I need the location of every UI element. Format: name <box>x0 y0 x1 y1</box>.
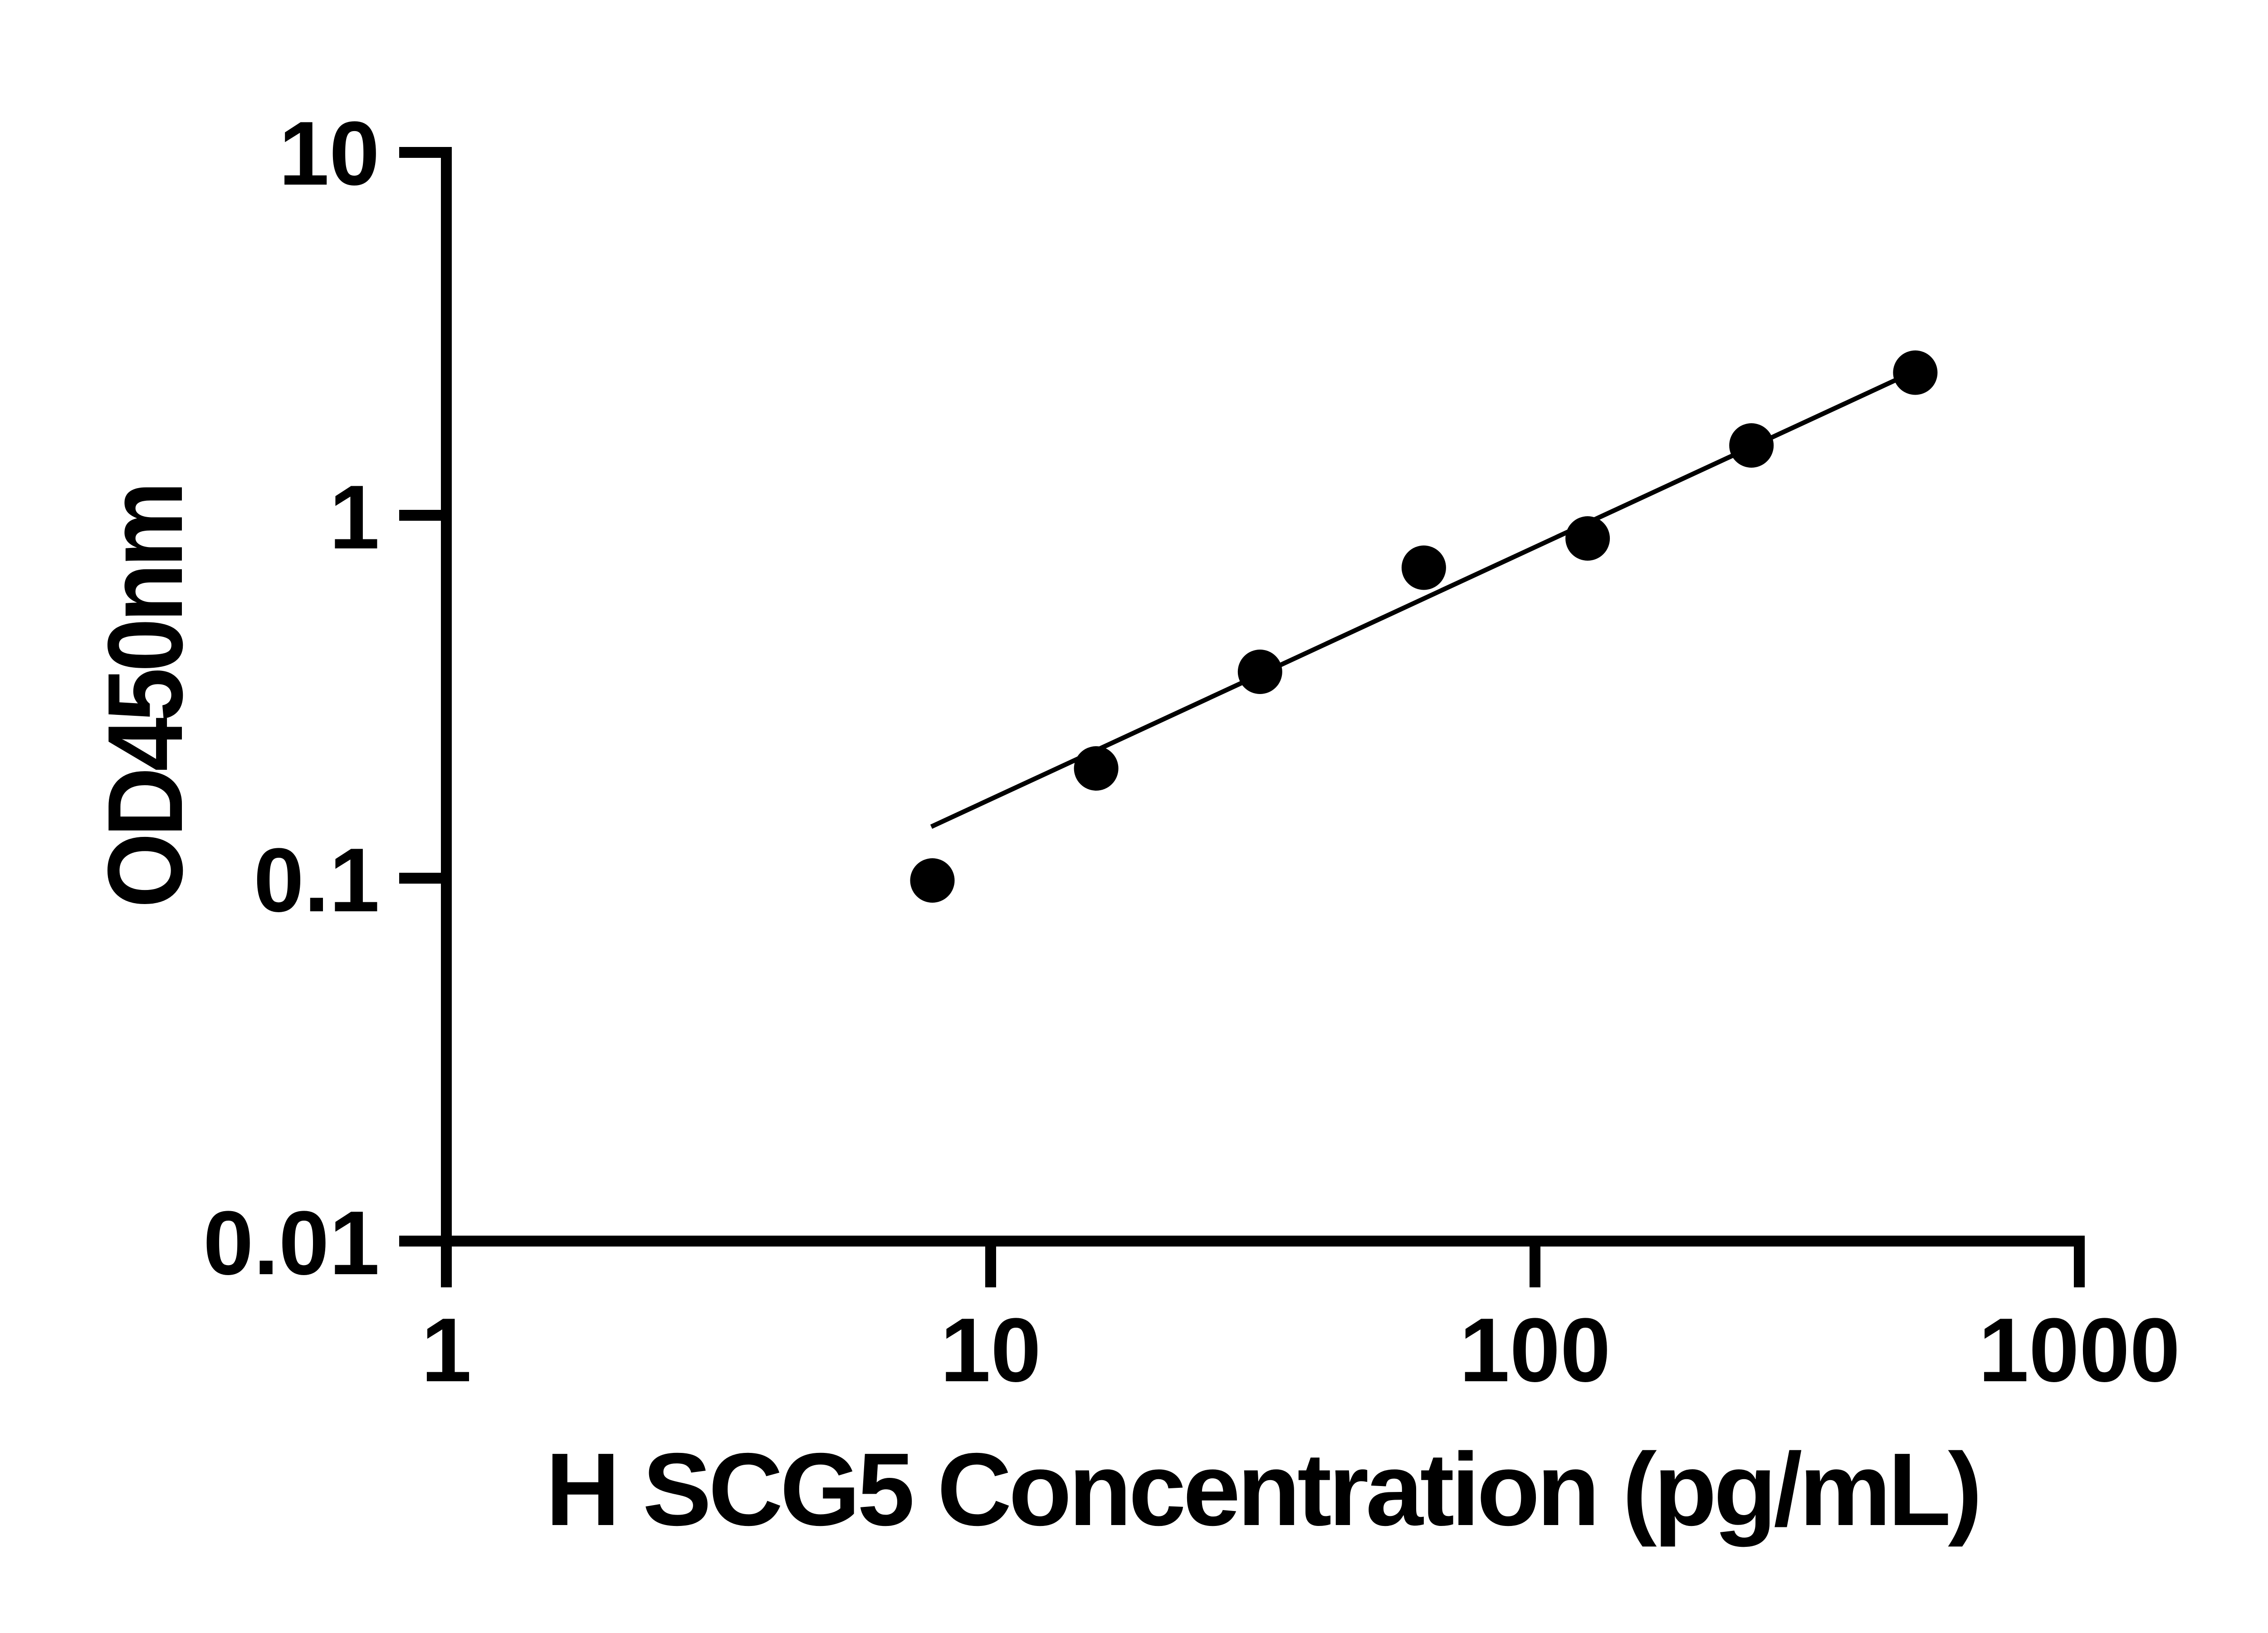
svg-text:1: 1 <box>329 467 380 568</box>
svg-text:10: 10 <box>940 1300 1041 1401</box>
svg-text:0.01: 0.01 <box>203 1193 380 1294</box>
svg-text:0.1: 0.1 <box>254 830 380 931</box>
svg-text:OD450nm: OD450nm <box>85 485 205 908</box>
svg-text:1: 1 <box>421 1300 471 1401</box>
svg-text:100: 100 <box>1459 1300 1611 1401</box>
svg-text:H SCG5 Concentration (pg/mL): H SCG5 Concentration (pg/mL) <box>546 1432 1980 1547</box>
svg-text:10: 10 <box>279 103 380 204</box>
svg-text:1000: 1000 <box>1979 1300 2180 1401</box>
